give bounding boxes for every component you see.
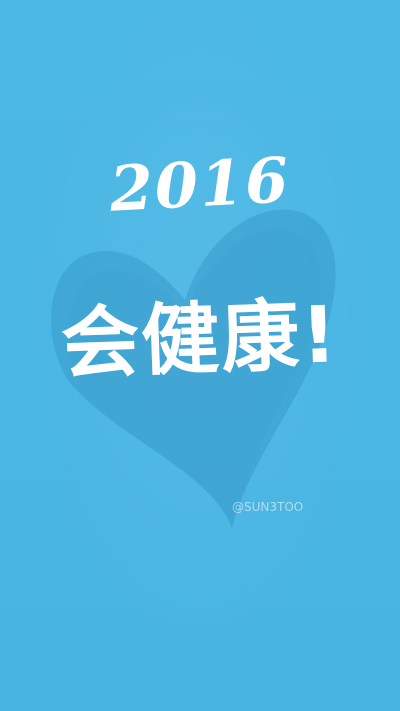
author-watermark: @SUN3TOO (232, 500, 304, 514)
slogan-text: 会健康! (59, 290, 341, 390)
